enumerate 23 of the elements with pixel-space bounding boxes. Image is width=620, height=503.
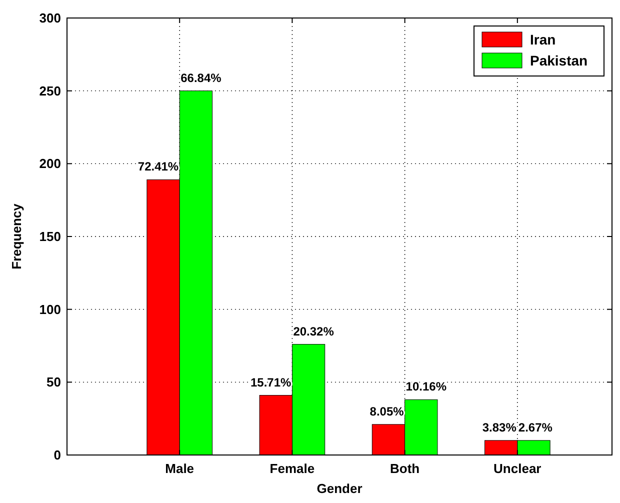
legend-label: Iran [530, 31, 556, 48]
y-tick-label: 200 [39, 156, 61, 172]
annotation: 8.05% [370, 404, 404, 418]
y-tick-label: 300 [39, 10, 61, 26]
y-tick-label: 100 [39, 302, 61, 317]
y-tick-label: 0 [54, 448, 61, 463]
annotation: 20.32% [293, 324, 334, 338]
annotation: 3.83% [482, 420, 517, 434]
x-tick-label: Male [165, 461, 194, 476]
y-axis-title: Frequency [9, 202, 24, 270]
y-tick-label: 250 [39, 83, 61, 98]
x-axis-title: Gender [316, 481, 362, 496]
y-tick-label: 50 [46, 374, 61, 390]
annotation: 10.16% [406, 380, 447, 394]
x-tick-label: Female [270, 461, 315, 476]
x-tick-label: Unclear [494, 461, 542, 476]
annotation: 15.71% [250, 375, 292, 390]
y-tick-label: 150 [39, 229, 61, 244]
legend-label: Pakistan [530, 52, 588, 68]
annotation: 2.67% [518, 420, 553, 434]
annotation: 72.41% [138, 160, 179, 174]
annotation: 66.84% [180, 70, 222, 85]
x-tick-label: Both [390, 461, 420, 476]
